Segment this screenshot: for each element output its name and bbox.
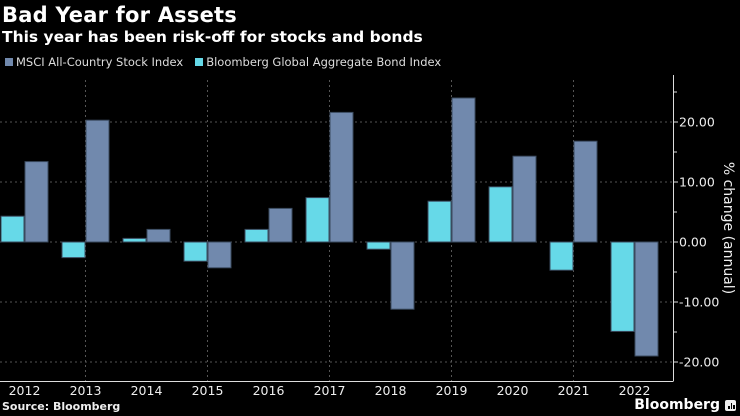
bloomberg-chart-icon <box>725 400 736 411</box>
x-tick-label: 2013 <box>70 383 102 398</box>
chart-title: Bad Year for Assets <box>2 3 237 27</box>
x-tick-label: 2018 <box>375 383 407 398</box>
stock-bar-2016 <box>268 207 293 243</box>
bond-bar-2015 <box>183 241 208 262</box>
stock-bar-2020 <box>512 155 537 243</box>
x-tick-label: 2020 <box>497 383 529 398</box>
legend-swatch-stocks <box>5 58 13 66</box>
x-tick-label: 2021 <box>558 383 590 398</box>
legend: MSCI All-Country Stock Index Bloomberg G… <box>5 55 453 69</box>
y-tick-label: -20.00 <box>679 355 719 370</box>
stock-bar-2022 <box>634 241 659 357</box>
bond-bar-2016 <box>244 228 269 243</box>
x-tick-label: 2014 <box>131 383 163 398</box>
y-tick-label: 0.00 <box>679 235 707 250</box>
bond-bar-2013 <box>61 241 86 259</box>
stock-bar-2021 <box>573 140 598 243</box>
y-tick-label: 20.00 <box>679 115 715 130</box>
bond-bar-2018 <box>366 241 391 250</box>
stock-bar-2014 <box>146 228 171 243</box>
legend-label-bonds: Bloomberg Global Aggregate Bond Index <box>206 55 442 69</box>
bond-bar-2021 <box>549 241 574 271</box>
bond-bar-2017 <box>305 197 330 243</box>
bond-bar-2014 <box>122 237 147 243</box>
stock-bar-2015 <box>207 241 232 269</box>
legend-swatch-bonds <box>195 58 204 66</box>
source-note: Source: Bloomberg <box>2 400 121 413</box>
bars <box>0 97 659 357</box>
bond-bar-2019 <box>427 200 452 243</box>
stock-bar-2017 <box>329 111 354 243</box>
stock-bar-2012 <box>24 161 49 243</box>
axes: 20.00 10.00 0.00 -10.00 -20.00 2012 2013 2014 20… <box>0 75 719 398</box>
legend-item-stocks: MSCI All-Country Stock Index <box>5 55 183 69</box>
y-tick-label: 10.00 <box>679 175 715 190</box>
stock-bar-2019 <box>451 97 476 243</box>
bond-bar-2022 <box>610 241 635 332</box>
stock-bar-2013 <box>85 119 110 243</box>
y-axis-label: % change (annual) <box>720 162 736 294</box>
bloomberg-logo: Bloomberg <box>634 397 720 413</box>
bond-bar-2020 <box>488 186 513 243</box>
bond-bar-2012 <box>0 215 25 243</box>
x-tick-label: 2019 <box>436 383 468 398</box>
x-tick-label: 2012 <box>9 383 41 398</box>
x-tick-label: 2015 <box>192 383 224 398</box>
stock-bar-2018 <box>390 241 415 310</box>
x-tick-label: 2022 <box>619 383 651 398</box>
chart-subtitle: This year has been risk-off for stocks a… <box>2 28 423 46</box>
legend-label-stocks: MSCI All-Country Stock Index <box>16 55 184 69</box>
legend-item-bonds: Bloomberg Global Aggregate Bond Index <box>195 55 441 69</box>
y-tick-label: -10.00 <box>679 295 719 310</box>
x-tick-label: 2016 <box>253 383 285 398</box>
x-tick-label: 2017 <box>314 383 346 398</box>
